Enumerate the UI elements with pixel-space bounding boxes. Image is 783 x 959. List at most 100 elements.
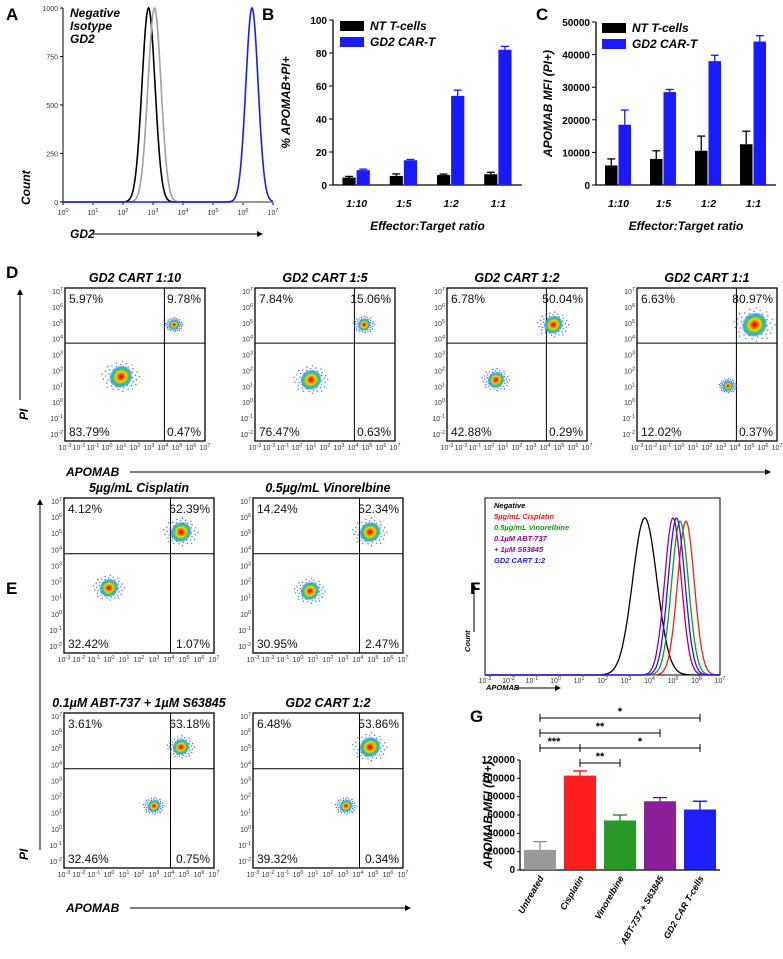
flow-x-tick-6-exp: 3 — [156, 655, 159, 661]
flow-event — [92, 585, 95, 587]
flow-event — [379, 735, 381, 738]
flow-event — [190, 520, 192, 523]
flow-event — [156, 798, 158, 800]
g-y-tick-6: 120000 — [482, 755, 516, 766]
flow-event — [299, 587, 301, 590]
flow-y-tick-3-exp: 4 — [442, 335, 445, 341]
flow-event — [484, 378, 486, 380]
a-x-tick-3-exp: 3 — [155, 208, 158, 214]
flow-event — [540, 323, 542, 325]
flow-event — [732, 389, 734, 391]
p1-legend-1: GD2 CAR-T — [370, 35, 437, 49]
flow-x-tick-6-base: 10 — [526, 445, 534, 452]
flow-event — [340, 810, 342, 812]
f-x-tick-10-exp: 7 — [722, 676, 725, 682]
flow-x-tick-3-base: 10 — [102, 445, 110, 452]
flow-y-tick-0: 107 — [242, 287, 253, 296]
f-x-tick-7: 104 — [644, 676, 655, 685]
p2-y-tick-3: 30000 — [562, 83, 590, 94]
flow-event — [382, 530, 384, 532]
flow-x-tick-9: 106 — [383, 655, 394, 664]
flow-x-tick-10-base: 10 — [200, 445, 208, 452]
flow-y-tick-9-exp: -2 — [440, 430, 445, 436]
flow-4-1: 14.24% 52.34% 30.95% 2.47% 0.5µg/mL Vinorelb… — [252, 481, 404, 654]
flow-x-tick-1-base: 10 — [455, 445, 463, 452]
flow-x-tick-6: 103 — [338, 870, 349, 879]
flow-ul-pct: 5.97% — [69, 292, 103, 306]
flow-x-tick-7-base: 10 — [164, 872, 172, 879]
flow-event — [321, 371, 323, 374]
flow-event — [169, 745, 171, 748]
flow-y-tick-4-exp: 3 — [632, 351, 635, 357]
flow-y-tick-3-exp: 4 — [60, 335, 63, 341]
flow-event — [370, 319, 372, 322]
flow-event — [157, 812, 159, 814]
flow-event — [380, 739, 382, 741]
flow-x-tick-7-exp: 4 — [547, 443, 550, 449]
flow-x-tick-8: 105 — [362, 443, 373, 452]
flow-y-tick-1: 106 — [434, 303, 445, 312]
g-bar-3 — [644, 801, 676, 870]
flow-y-tick-1-base: 10 — [52, 305, 60, 312]
flow-event — [357, 749, 359, 751]
flow-event — [194, 527, 197, 529]
flow-x-tick-7-base: 10 — [353, 872, 361, 879]
flow-4-0: 4.12% 62.39% 32.42% 1.07% 5µg/mL Cisplatin — [63, 481, 215, 654]
flow-event — [358, 528, 360, 531]
flow-event — [749, 308, 751, 311]
flow-cluster-1 — [357, 318, 371, 331]
flow-x-tick-6-exp: 3 — [533, 443, 536, 449]
flow-event — [373, 734, 376, 737]
flow-event — [358, 743, 360, 746]
flow-event — [146, 803, 149, 806]
flow-event — [361, 757, 364, 760]
flow-y-tick-7-exp: 0 — [632, 398, 635, 404]
flow-event — [159, 810, 161, 812]
flow-event — [167, 328, 169, 331]
flow-event — [130, 384, 133, 387]
p1-cat-1: 1:5 — [396, 198, 411, 210]
flow-y-tick-7: 100 — [434, 398, 445, 407]
flow-x-tick-10-exp: 7 — [216, 870, 219, 876]
flow-event — [188, 752, 190, 755]
flow-ll-pct: 83.79% — [69, 425, 110, 439]
flow-event — [189, 740, 191, 742]
a-x-tick-5-base: 10 — [208, 210, 216, 217]
a-xlabel: GD2 — [70, 227, 95, 241]
flow-event — [104, 370, 107, 373]
flow-event — [556, 313, 559, 315]
flow-lr-pct: 0.47% — [167, 425, 201, 439]
flow-event — [349, 812, 351, 814]
flow-event — [367, 330, 369, 333]
flow-y-tick-7-base: 10 — [434, 400, 442, 407]
flow-event — [726, 391, 728, 393]
a-x-tick-7-base: 10 — [268, 210, 276, 217]
flow-ll-pct: 32.46% — [68, 852, 109, 866]
flow-title: GD2 CART 1:5 — [282, 271, 368, 285]
flow-event — [562, 334, 564, 336]
flow-y-tick-5-base: 10 — [434, 368, 442, 375]
flow-y-tick-7-exp: 0 — [442, 398, 445, 404]
flow-lr-pct: 0.37% — [739, 425, 773, 439]
flow-event — [320, 390, 323, 392]
flow-y-tick-2-base: 10 — [434, 321, 442, 328]
flow-x-tick-5-exp: 2 — [327, 443, 330, 449]
flow-x-tick-7-exp: 4 — [737, 443, 740, 449]
flow-x-tick-8-exp: 5 — [186, 870, 189, 876]
flow-y-tick-4-base: 10 — [51, 563, 59, 570]
flow-ur-pct: 50.04% — [542, 292, 583, 306]
flow-x-tick-4-base: 10 — [119, 872, 127, 879]
flow-x-tick-4-exp: 1 — [695, 443, 698, 449]
flow-event — [321, 596, 323, 599]
f-legend-3: 0.1µM ABT-737 — [494, 534, 548, 543]
flow-ll-pct: 32.42% — [68, 637, 109, 651]
flow-frame — [64, 287, 206, 442]
flow-4-3: 6.48% 53.86% 39.32% 0.34% GD2 CART 1:2 — [252, 696, 404, 869]
flow-y-tick-3: 104 — [240, 545, 251, 554]
flow-event — [145, 799, 148, 802]
flow-event — [543, 318, 545, 320]
flow-event — [121, 360, 124, 363]
flow-x-tick-5-base: 10 — [134, 657, 142, 664]
flow-event — [753, 310, 755, 313]
a-y-tick-0: 0 — [54, 200, 58, 207]
